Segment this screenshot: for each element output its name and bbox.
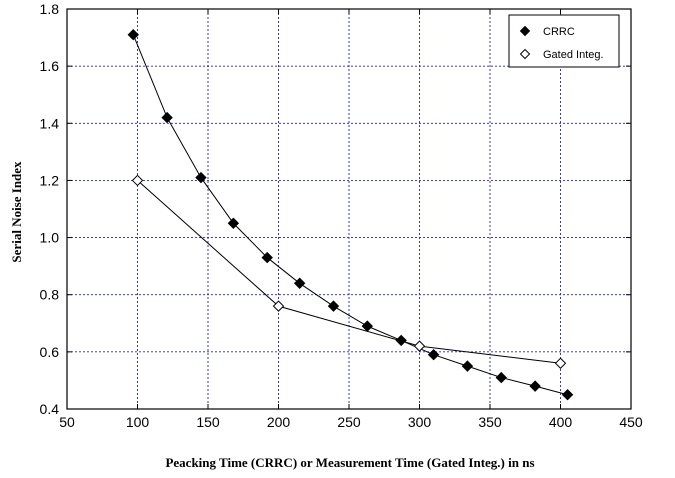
- data-point-crrc: [495, 371, 507, 384]
- y-tick-label: 0.8: [40, 287, 60, 303]
- x-tick-label: 200: [267, 414, 291, 430]
- series-line-crrc: [132, 34, 568, 396]
- data-point-crrc: [161, 111, 173, 124]
- y-tick-label: 1.4: [40, 115, 60, 131]
- data-point-crrc: [261, 251, 273, 264]
- grid-lines: [67, 9, 631, 409]
- x-tick-label: 50: [59, 414, 75, 430]
- data-point-gated-integ: [554, 357, 567, 369]
- y-tick-label: 1.0: [40, 230, 60, 246]
- x-tick-label: 150: [196, 414, 220, 430]
- x-tick-label: 100: [126, 414, 150, 430]
- x-tick-label: 250: [337, 414, 361, 430]
- y-axis-label: Serial Noise Index: [9, 161, 24, 263]
- y-tick-label: 1.6: [40, 58, 60, 74]
- y-tick-label: 0.6: [40, 344, 60, 360]
- data-point-crrc: [427, 349, 440, 361]
- y-tick-label: 0.4: [40, 401, 60, 417]
- legend-label-crrc: CRRC: [543, 26, 575, 38]
- data-point-crrc: [561, 389, 574, 401]
- series-line-gated-integ: [137, 180, 561, 364]
- data-point-crrc: [529, 380, 541, 392]
- x-tick-label: 400: [549, 414, 573, 430]
- legend-box: [508, 14, 620, 68]
- data-point-crrc: [227, 217, 240, 229]
- series-group: [127, 29, 574, 401]
- data-point-gated-integ: [413, 340, 426, 352]
- axis-ticks: 50 100 150 200 250 300 350 400 450 0.4 0.6 0.8 1.0 1.…: [40, 1, 643, 430]
- data-point-crrc: [327, 300, 340, 312]
- x-tick-label: 300: [408, 414, 432, 430]
- legend-marker-crrc: [519, 25, 531, 37]
- data-point-crrc: [127, 29, 139, 41]
- x-tick-label: 450: [619, 414, 643, 430]
- y-tick-label: 1.2: [40, 172, 60, 188]
- data-point-crrc: [195, 171, 207, 184]
- y-tick-label: 1.8: [40, 1, 60, 17]
- legend-marker-gated-integ: [519, 48, 531, 60]
- data-point-gated-integ: [131, 174, 144, 187]
- data-point-crrc: [461, 360, 474, 372]
- x-axis-label: Peacking Time (CRRC) or Measurement Time…: [165, 455, 534, 470]
- data-point-gated-integ: [272, 300, 285, 312]
- legend: CRRC Gated Integ.: [508, 14, 620, 68]
- legend-label-gated-integ: Gated Integ.: [543, 49, 604, 61]
- data-point-crrc: [293, 277, 306, 289]
- x-tick-label: 350: [478, 414, 502, 430]
- data-point-crrc: [361, 320, 374, 332]
